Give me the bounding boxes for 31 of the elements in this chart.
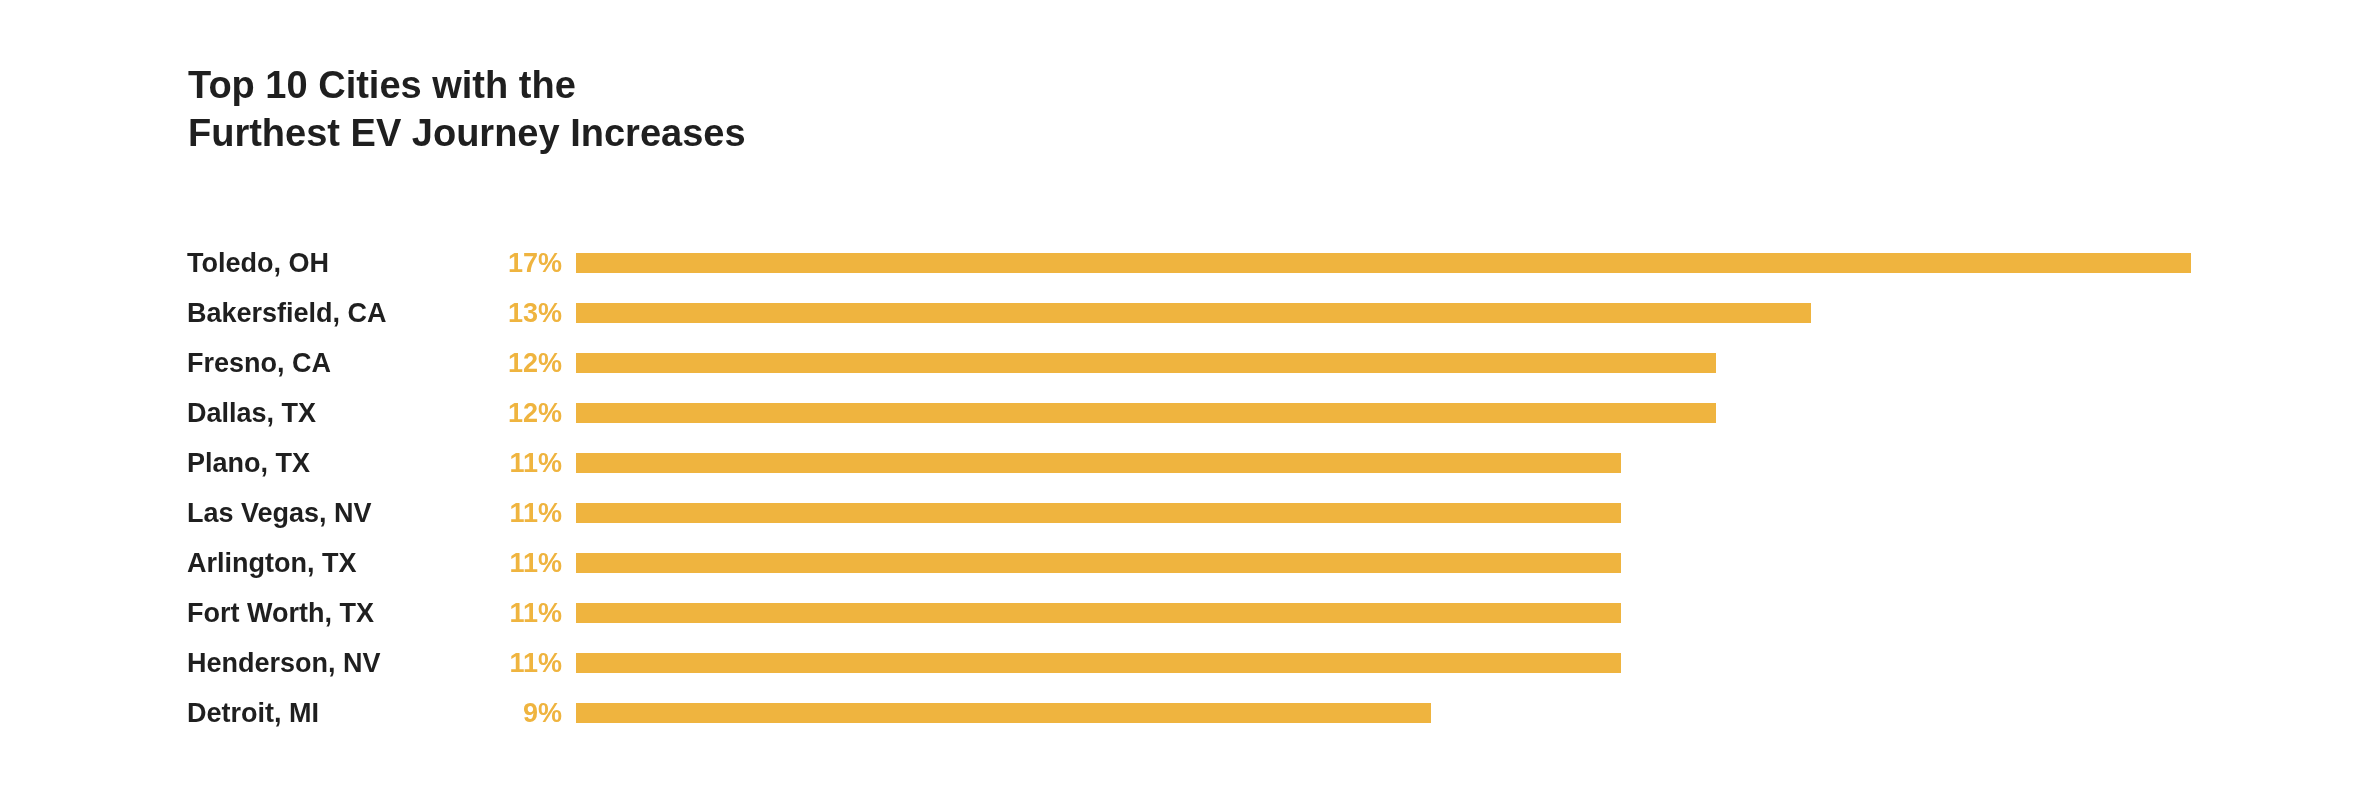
bar xyxy=(576,453,1621,473)
bar xyxy=(576,353,1716,373)
y-tick-label: Fresno, CA xyxy=(187,348,332,379)
data-label: 11% xyxy=(509,498,562,529)
y-tick-label: Las Vegas, NV xyxy=(187,498,372,529)
data-label: 12% xyxy=(507,398,562,429)
chart-title: Top 10 Cities with the Furthest EV Journey Increases xyxy=(188,64,746,154)
data-label: 11% xyxy=(509,548,562,579)
bar xyxy=(576,653,1621,673)
bar xyxy=(576,403,1716,423)
bar xyxy=(576,253,2191,273)
data-label: 11% xyxy=(509,648,562,679)
data-label: 11% xyxy=(509,598,562,629)
y-tick-label: Plano, TX xyxy=(187,448,311,479)
y-tick-label: Detroit, MI xyxy=(187,698,319,729)
y-tick-label: Toledo, OH xyxy=(187,248,329,279)
bar xyxy=(576,603,1621,623)
data-label: 12% xyxy=(507,348,562,379)
data-label: 9% xyxy=(522,698,562,729)
bar xyxy=(576,553,1621,573)
y-tick-label: Arlington, TX xyxy=(187,548,357,579)
data-label: 11% xyxy=(509,448,562,479)
y-tick-label: Fort Worth, TX xyxy=(187,598,374,629)
bar xyxy=(576,503,1621,523)
bar xyxy=(576,303,1811,323)
data-label: 13% xyxy=(507,298,562,329)
y-tick-label: Bakersfield, CA xyxy=(187,298,387,329)
y-tick-label: Dallas, TX xyxy=(187,398,317,429)
y-tick-label: Henderson, NV xyxy=(187,648,381,679)
data-label: 17% xyxy=(507,248,562,279)
bar xyxy=(576,703,1431,723)
